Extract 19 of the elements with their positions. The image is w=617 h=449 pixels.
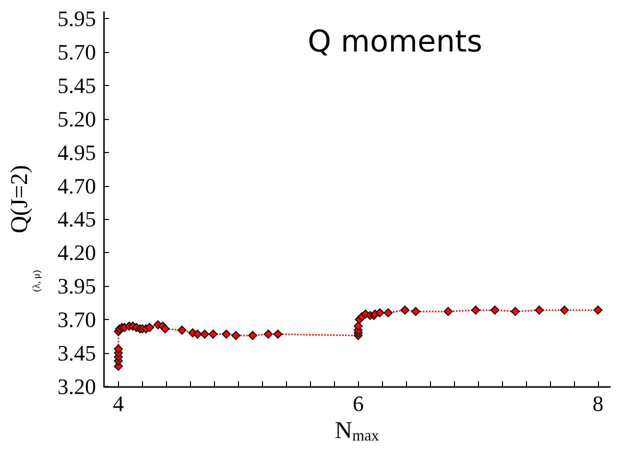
x-tick-label: 8 xyxy=(592,390,604,416)
y-tick-label: 4.45 xyxy=(58,206,96,232)
y-tick-label: 5.45 xyxy=(58,73,96,98)
y-tick-label: 3.20 xyxy=(58,374,96,399)
y-tick-label: 3.45 xyxy=(58,340,96,366)
text: (λ, μ) xyxy=(32,270,42,292)
y-tick-label: 4.70 xyxy=(58,173,96,198)
x-tick-label: 4 xyxy=(112,390,124,416)
x-tick-label: 6 xyxy=(352,390,364,416)
y-tick-label: 3.95 xyxy=(58,274,96,299)
y-tick-label: 4.20 xyxy=(58,240,96,266)
y-axis-title: Q(J=2) xyxy=(7,165,33,234)
x-axis-title: Nmax xyxy=(334,418,380,444)
y-tick-label: 5.20 xyxy=(58,106,96,132)
y-tick-label: 5.70 xyxy=(58,40,96,65)
chart-title: Q moments xyxy=(308,24,482,60)
y-tick-label: 4.95 xyxy=(58,140,96,165)
y-tick-label: 5.95 xyxy=(58,6,96,32)
y-tick-label: 3.70 xyxy=(58,306,96,332)
